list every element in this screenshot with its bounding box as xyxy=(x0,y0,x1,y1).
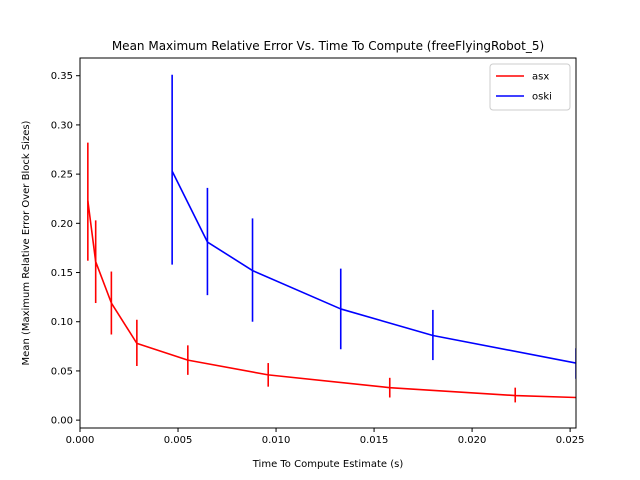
y-tick-label: 0.05 xyxy=(51,366,73,377)
series-oski xyxy=(171,74,576,379)
plot-area xyxy=(87,74,576,403)
plot-frame xyxy=(79,57,577,429)
legend: asx oski xyxy=(489,63,571,111)
x-tick-label: 0.025 xyxy=(556,435,585,446)
y-axis-label: Mean (Maximum Relative Error Over Block … xyxy=(21,120,32,365)
x-tick-label: 0.015 xyxy=(360,435,389,446)
y-tick-label: 0.20 xyxy=(51,219,73,230)
y-tick-label: 0.15 xyxy=(51,268,73,279)
x-axis: 0.000 0.005 0.010 0.015 0.020 0.025 xyxy=(66,428,585,446)
y-tick-label: 0.10 xyxy=(51,317,73,328)
x-tick-label: 0.010 xyxy=(262,435,291,446)
x-tick-label: 0.005 xyxy=(164,435,193,446)
series-asx xyxy=(87,142,576,403)
chart-title: Mean Maximum Relative Error Vs. Time To … xyxy=(112,39,544,53)
y-axis: 0.00 0.05 0.10 0.15 0.20 0.25 0.30 0.35 xyxy=(51,71,80,427)
y-tick-label: 0.25 xyxy=(51,170,73,181)
legend-label-oski: oski xyxy=(532,92,552,103)
legend-label-asx: asx xyxy=(532,72,549,83)
x-tick-label: 0.000 xyxy=(66,435,95,446)
legend-box xyxy=(489,63,571,111)
y-tick-label: 0.35 xyxy=(51,71,73,82)
series-line-oski xyxy=(171,170,576,364)
y-tick-label: 0.30 xyxy=(51,120,73,131)
x-tick-label: 0.020 xyxy=(458,435,487,446)
y-tick-label: 0.00 xyxy=(51,416,73,427)
x-axis-label: Time To Compute Estimate (s) xyxy=(252,459,404,470)
series-line-asx xyxy=(87,200,576,399)
